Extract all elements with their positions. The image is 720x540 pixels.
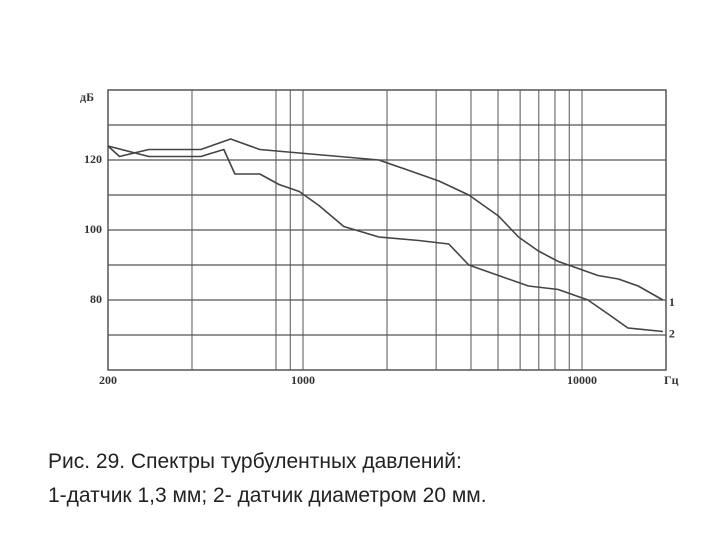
y-axis-label: дБ: [80, 90, 94, 104]
y-tick-label: 80: [90, 292, 102, 306]
y-tick-label: 120: [84, 152, 102, 166]
caption-line: Рис. 29. Спектры турбулентных давлений:: [48, 450, 462, 473]
caption-line: 1-датчик 1,3 мм; 2- датчик диаметром 20 …: [48, 484, 487, 507]
series-line: [107, 138, 664, 301]
series-label: 2: [669, 326, 675, 340]
x-axis-label: Гц: [664, 373, 679, 387]
series-line: [107, 145, 663, 333]
x-tick-label: 200: [99, 373, 117, 387]
x-tick-label: 10000: [567, 373, 597, 387]
y-tick-label: 100: [84, 222, 102, 236]
series-label: 1: [669, 295, 675, 309]
x-tick-label: 1000: [291, 373, 315, 387]
